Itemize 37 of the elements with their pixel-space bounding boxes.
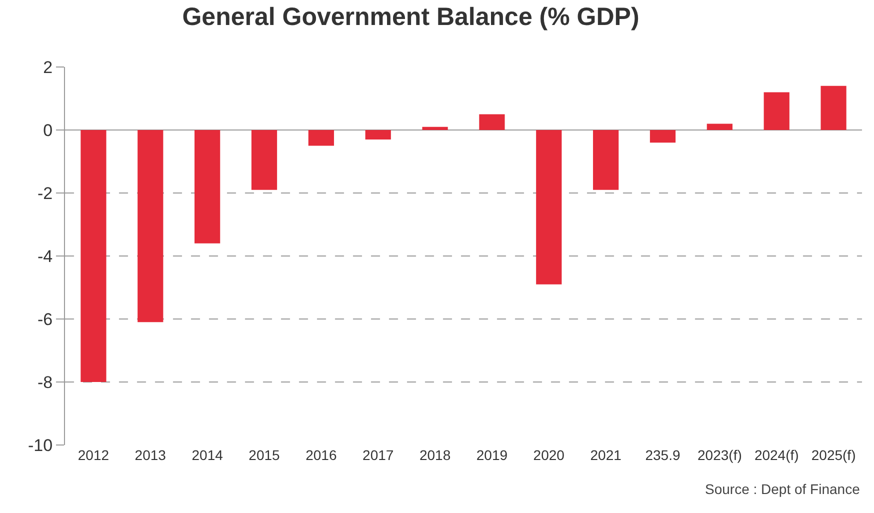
bar [536, 130, 562, 284]
bar [194, 130, 220, 244]
x-tick-label: 2020 [533, 447, 565, 463]
x-tick-label: 2013 [134, 447, 166, 463]
bar [593, 130, 619, 190]
y-tick-label: 2 [43, 58, 53, 77]
y-tick-label: -8 [37, 372, 53, 392]
bar [365, 130, 391, 140]
x-tick-label: 235.9 [645, 447, 680, 463]
bar [820, 86, 846, 130]
x-tick-label: 2017 [362, 447, 394, 463]
chart-title: General Government Balance (% GDP) [182, 3, 640, 32]
bar [251, 130, 278, 190]
bar [706, 124, 732, 130]
bar [80, 130, 106, 382]
bar [308, 130, 334, 146]
y-tick-label: -6 [37, 310, 53, 329]
y-tick-label: -4 [37, 246, 53, 266]
bar [422, 126, 448, 130]
bar [764, 92, 790, 130]
x-tick-label: 2023(f) [698, 447, 742, 463]
x-tick-label: 2025(f) [811, 447, 856, 463]
x-tick-label: 2024(f) [754, 447, 799, 463]
bar [479, 114, 505, 130]
y-tick-label: -10 [28, 436, 53, 455]
x-tick-label: 2014 [192, 447, 224, 463]
y-tick-label: -2 [37, 184, 53, 203]
x-tick-label: 2021 [590, 447, 622, 463]
x-tick-label: 2016 [306, 447, 337, 463]
source-note: Source : Dept of Finance [705, 481, 860, 497]
x-tick-label: 2019 [476, 447, 508, 463]
y-tick-label: 0 [43, 120, 53, 140]
bar [138, 130, 164, 322]
bar [650, 130, 676, 143]
x-tick-label: 2012 [78, 447, 110, 463]
x-tick-label: 2015 [248, 447, 280, 463]
x-tick-label: 2018 [419, 447, 451, 463]
